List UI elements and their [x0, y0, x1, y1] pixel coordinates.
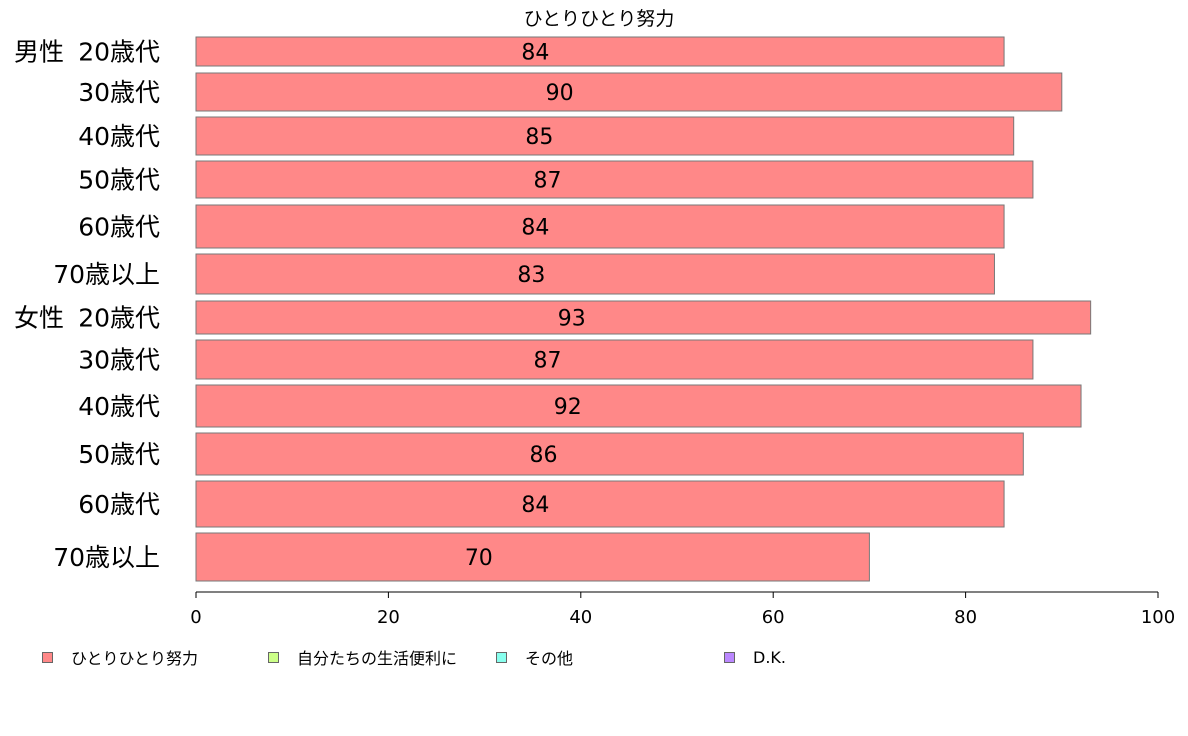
bar-value-label: 93 [558, 307, 586, 332]
category-label: 70歳以上 [53, 260, 160, 289]
bar-value-label: 86 [529, 443, 557, 468]
x-tick-label: 40 [569, 607, 592, 628]
x-tick-label: 20 [377, 607, 400, 628]
category-labels: 20歳代男性30歳代40歳代50歳代60歳代70歳以上20歳代女性30歳代40歳… [14, 38, 160, 573]
bar [195, 384, 1082, 428]
legend: ひとりひとり努力 自分たちの生活便利に その他 D.K. [0, 646, 1188, 668]
legend-swatch-2 [496, 651, 507, 663]
bar-value-label: 87 [534, 349, 562, 374]
legend-label: その他 [525, 649, 574, 668]
legend-swatch-1 [268, 651, 279, 663]
bar [195, 253, 995, 295]
bar [195, 339, 1034, 380]
legend-swatch-0 [42, 651, 53, 663]
legend-swatch-3 [724, 651, 735, 663]
group-label: 男性 [14, 38, 64, 67]
legend-label: ひとりひとり努力 [71, 649, 199, 668]
category-label: 40歳代 [78, 122, 160, 151]
bar-value-label: 84 [521, 216, 549, 241]
x-tick-label: 100 [1141, 607, 1175, 628]
bar-value-label: 70 [465, 546, 493, 571]
bar-value-label: 84 [521, 41, 549, 66]
bar [195, 300, 1092, 335]
bars-layer: 84 90 85 87 84 83 93 87 92 86 84 70 [195, 36, 1092, 582]
bar-value-label: 84 [521, 493, 549, 518]
legend-item: D.K. [724, 646, 786, 668]
bar [195, 160, 1034, 199]
category-label: 20歳代 [78, 304, 160, 333]
bar-value-label: 87 [534, 169, 562, 194]
bar [195, 532, 870, 582]
bar-value-label: 83 [517, 263, 545, 288]
bar [195, 204, 1005, 249]
category-label: 60歳代 [78, 213, 160, 242]
category-label: 50歳代 [78, 440, 160, 469]
legend-label: 自分たちの生活便利に [297, 649, 458, 668]
x-tick-label: 80 [954, 607, 977, 628]
x-axis: 0 20 40 60 80 100 [190, 591, 1175, 628]
category-label: 70歳以上 [53, 543, 160, 572]
bar [195, 72, 1063, 112]
category-label: 60歳代 [78, 490, 160, 519]
bar [195, 480, 1005, 528]
legend-item: 自分たちの生活便利に [268, 646, 457, 668]
bar [195, 36, 1005, 67]
x-tick-label: 0 [190, 607, 201, 628]
legend-item: その他 [496, 646, 573, 668]
group-label: 女性 [14, 304, 64, 333]
legend-item: ひとりひとり努力 [42, 646, 198, 668]
bar-value-label: 90 [546, 81, 574, 106]
category-label: 30歳代 [78, 346, 160, 375]
bar [195, 116, 1015, 156]
legend-label: D.K. [753, 647, 786, 667]
category-label: 30歳代 [78, 78, 160, 107]
category-label: 40歳代 [78, 392, 160, 421]
bar-value-label: 92 [554, 395, 582, 420]
bar-value-label: 85 [525, 125, 553, 150]
x-tick-label: 60 [762, 607, 785, 628]
category-label: 50歳代 [78, 166, 160, 195]
chart-title: ひとりひとり努力 [524, 8, 675, 30]
category-label: 20歳代 [78, 38, 160, 67]
bar [195, 432, 1024, 476]
